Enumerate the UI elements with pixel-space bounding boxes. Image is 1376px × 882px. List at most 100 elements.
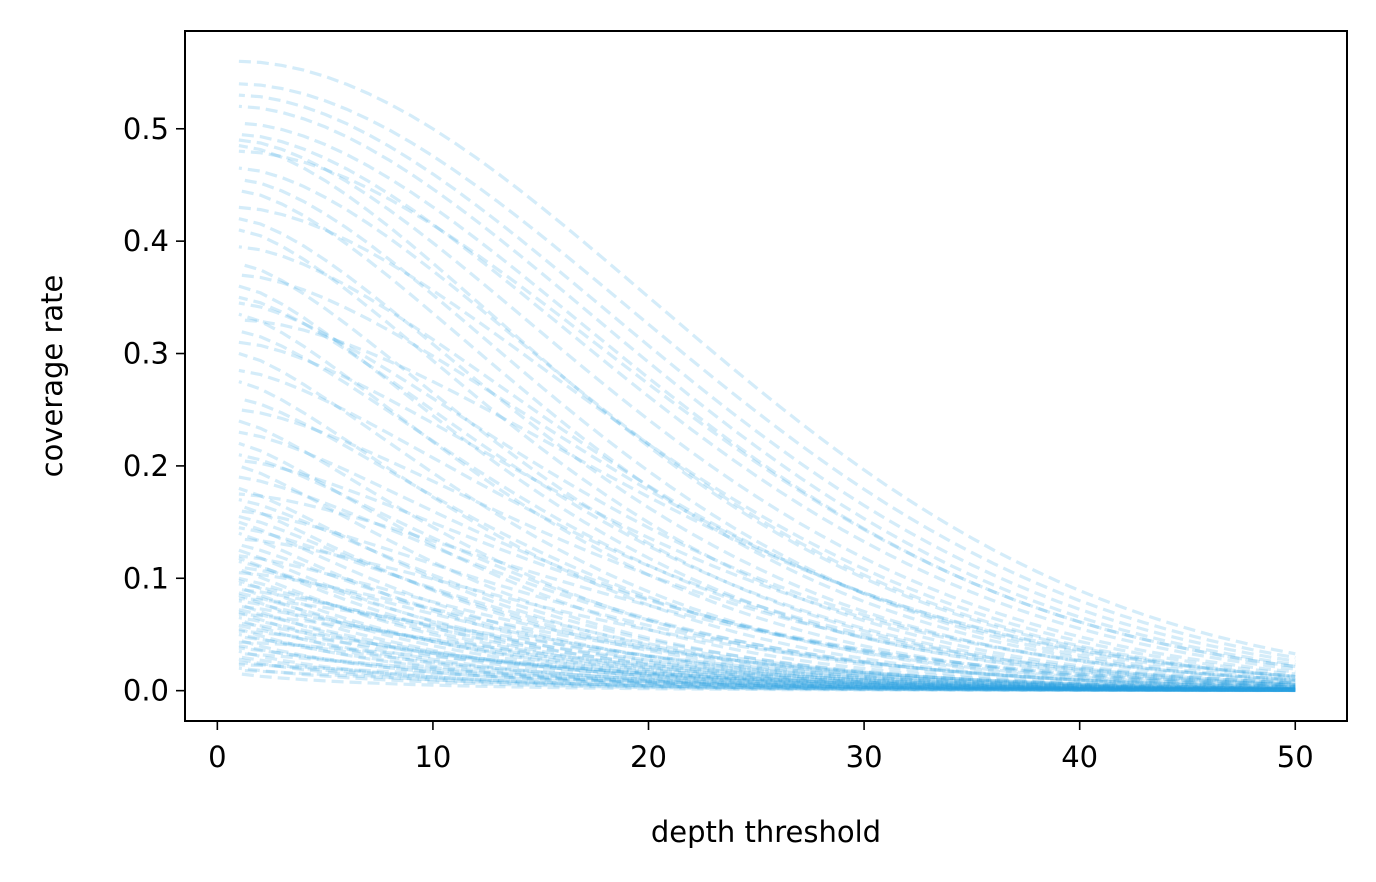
series-line (238, 189, 1296, 682)
series-line (238, 318, 1296, 678)
series-line (238, 666, 1296, 693)
series-line (238, 610, 1296, 692)
series-line (238, 284, 1296, 687)
series-line (238, 245, 1296, 680)
series-line (238, 329, 1296, 686)
series-line (238, 121, 1296, 669)
series-line (238, 640, 1296, 692)
series-line (238, 464, 1296, 691)
x-axis: 0 10 20 30 40 50 (208, 721, 1314, 774)
series-line (238, 621, 1296, 692)
series-line (238, 571, 1296, 690)
series-line (238, 672, 1296, 693)
y-tick-label: 0.2 (123, 449, 169, 483)
series-line (238, 565, 1296, 691)
y-tick-label: 0.5 (123, 112, 169, 146)
series-line (238, 661, 1296, 692)
series-line (238, 396, 1296, 688)
y-tick-label: 0.3 (123, 337, 169, 371)
x-tick-label: 40 (1061, 740, 1098, 774)
x-tick-label: 10 (414, 740, 451, 774)
series-line (238, 380, 1296, 690)
series-line (238, 144, 1296, 679)
series-line (238, 632, 1296, 692)
series-line (238, 602, 1296, 692)
series-line (238, 531, 1296, 692)
series-line (238, 503, 1296, 691)
x-tick-label: 0 (208, 740, 226, 774)
series-line (238, 104, 1296, 667)
series-line (238, 514, 1296, 691)
series-line (238, 543, 1296, 691)
series-line (238, 567, 1296, 692)
series-line (238, 205, 1296, 676)
series-line (238, 59, 1296, 656)
series-line (238, 668, 1296, 693)
series-line (238, 408, 1296, 685)
y-axis: 0.0 0.1 0.2 0.3 0.4 0.5 (123, 112, 185, 708)
series-line (238, 262, 1296, 686)
y-tick-label: 0.1 (123, 561, 169, 595)
series-line (238, 295, 1296, 685)
series-line (238, 273, 1296, 679)
series-line (238, 638, 1296, 692)
series-line (238, 591, 1296, 692)
series-line (238, 576, 1296, 692)
series-line (238, 217, 1296, 683)
y-tick-label: 0.0 (123, 674, 169, 708)
series-line (238, 301, 1296, 682)
series-line (238, 629, 1296, 692)
series-line (238, 166, 1296, 678)
x-tick-label: 30 (846, 740, 883, 774)
series-line (238, 149, 1296, 669)
y-axis-label: coverage rate (35, 275, 69, 478)
series-line (238, 587, 1296, 691)
series-line (238, 635, 1296, 692)
series-line (238, 649, 1296, 692)
x-tick-label: 20 (630, 740, 667, 774)
series-line (238, 526, 1296, 691)
series-line (238, 228, 1296, 685)
series-line (238, 618, 1296, 692)
series-line (238, 616, 1296, 692)
series-line (238, 340, 1296, 682)
series-line (238, 652, 1296, 692)
series-line (238, 177, 1296, 682)
series-line (238, 520, 1296, 692)
series-line (238, 537, 1296, 689)
y-tick-label: 0.4 (123, 224, 169, 258)
series-line (238, 556, 1296, 692)
series-line (238, 644, 1296, 692)
series-line (238, 351, 1296, 689)
x-tick-label: 50 (1277, 740, 1314, 774)
series-line (238, 82, 1296, 660)
series-line (238, 492, 1296, 687)
series-line (238, 612, 1296, 691)
series-line (238, 486, 1296, 691)
series-line (238, 554, 1296, 690)
series-line (238, 599, 1296, 692)
series-line (238, 663, 1296, 692)
series-line (238, 593, 1296, 692)
series-line (238, 608, 1296, 692)
series-line (238, 138, 1296, 674)
series-line (238, 585, 1296, 692)
series-line (238, 578, 1296, 692)
series-line (238, 475, 1296, 689)
series-line (238, 132, 1296, 671)
series-line (238, 368, 1296, 685)
series-line (238, 312, 1296, 688)
x-axis-label: depth threshold (651, 815, 881, 849)
series-line (238, 509, 1296, 689)
series-line (238, 498, 1296, 691)
series-line (238, 623, 1296, 692)
series-line (238, 655, 1296, 692)
series-line (238, 441, 1296, 691)
series-line (238, 458, 1296, 687)
series-line (238, 548, 1296, 692)
series-line (238, 596, 1296, 691)
series-line (238, 430, 1296, 688)
series-line (238, 646, 1296, 692)
